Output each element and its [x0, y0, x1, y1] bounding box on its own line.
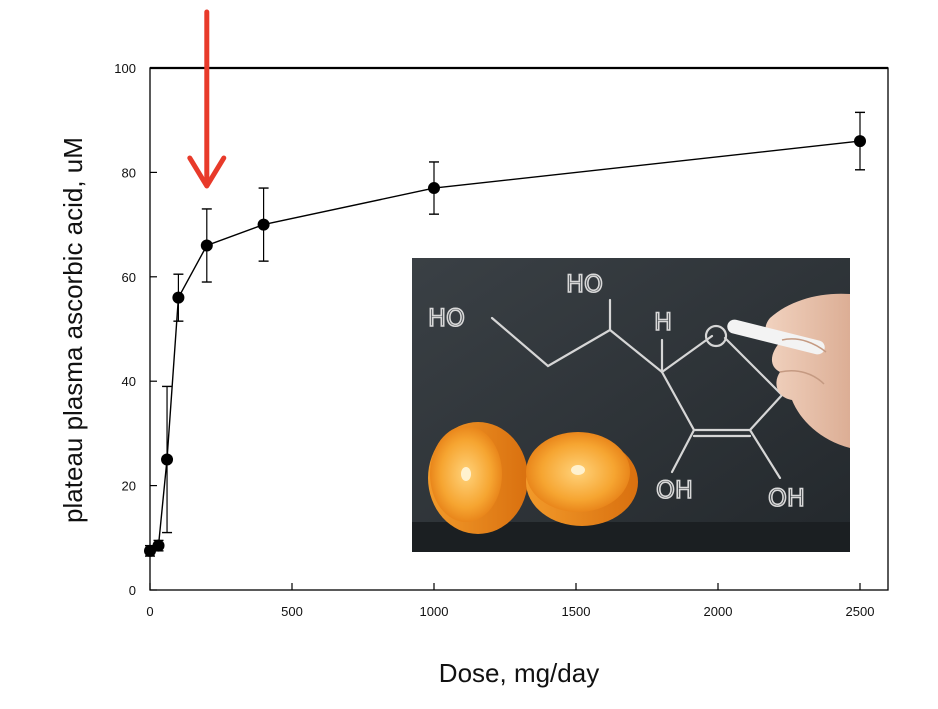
data-point-6 [428, 182, 440, 195]
series-line [149, 140, 861, 552]
y-tick-label-1: 20 [122, 479, 136, 494]
x-tick-label-4: 2000 [704, 604, 733, 619]
data-points [144, 135, 866, 557]
inset-photo: HO HO H OH OH [412, 258, 850, 552]
formula-label-ho-2: HO [566, 270, 603, 298]
formula-label-h: H [654, 308, 672, 336]
x-tick-label-0: 0 [146, 604, 153, 619]
y-tick-label-4: 80 [122, 165, 136, 180]
orange-half-right [526, 432, 638, 526]
y-tick-label-3: 60 [122, 270, 136, 285]
y-axis-ticks: 0 20 40 60 80 100 [114, 61, 157, 598]
red-arrow-annotation [187, 9, 227, 189]
x-tick-label-1: 500 [281, 604, 303, 619]
y-axis-title: plateau plasma ascorbic acid, uM [58, 137, 88, 523]
formula-label-oh-1: OH [656, 476, 693, 504]
data-point-5 [257, 218, 270, 231]
orange-half-left [428, 422, 528, 534]
x-tick-label-3: 1500 [562, 604, 591, 619]
y-tick-label-0: 0 [129, 583, 136, 598]
arrow-head [187, 155, 227, 189]
formula-label-ho-1: HO [428, 304, 465, 332]
y-tick-label-5: 100 [114, 61, 136, 76]
data-point-1 [152, 539, 165, 552]
formula-label-oh-2: OH [768, 484, 805, 512]
chalk-formula-bonds [490, 298, 784, 480]
chalk-formula-labels: HO HO H OH OH [427, 269, 806, 513]
x-tick-label-5: 2500 [846, 604, 875, 619]
data-point-2 [161, 453, 174, 466]
y-tick-label-2: 40 [122, 374, 136, 389]
data-point-4 [200, 239, 213, 252]
hand-holding-chalk [727, 293, 850, 448]
x-axis-ticks: 0 500 1000 1500 2000 2500 [146, 583, 874, 619]
x-axis-title: Dose, mg/day [439, 658, 599, 688]
x-tick-label-2: 1000 [420, 604, 449, 619]
data-point-3 [172, 291, 185, 304]
data-point-7 [854, 135, 866, 148]
